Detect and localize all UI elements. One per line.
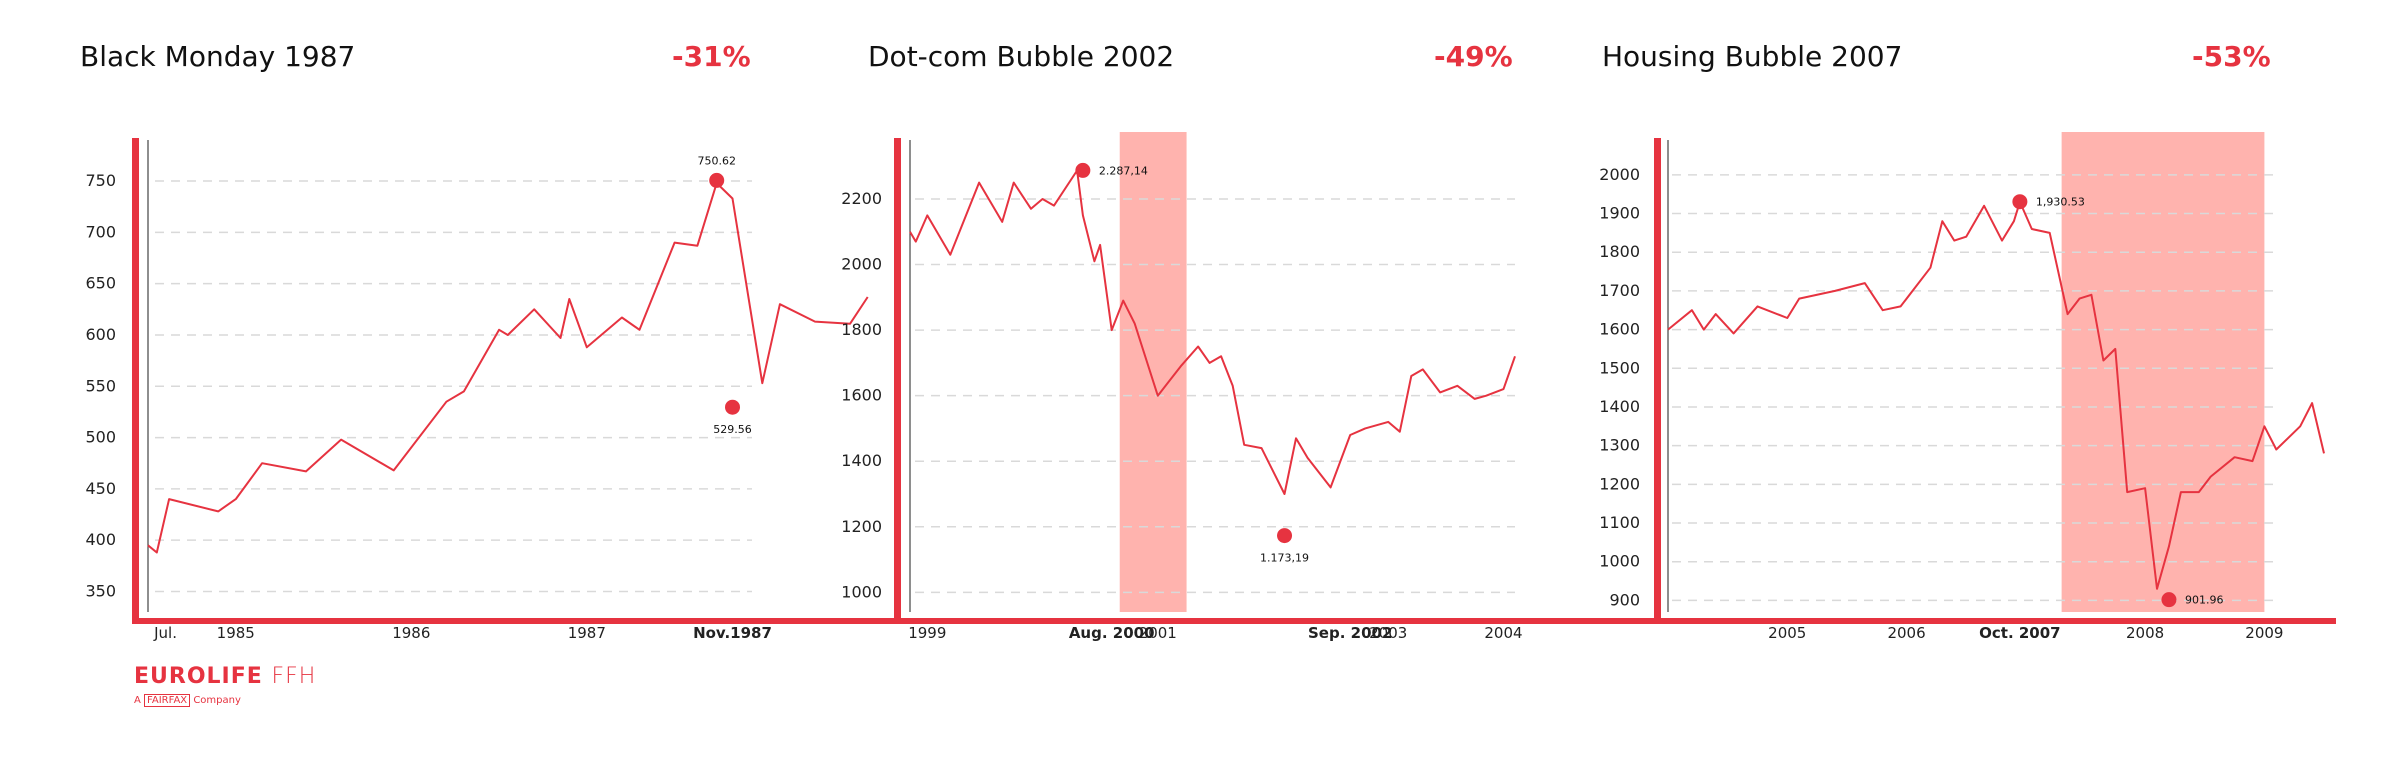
x-tick-label: Aug. 2000	[1069, 624, 1155, 642]
data-point-label: 2.287,14	[1099, 164, 1148, 177]
x-tick-label: 2005	[1768, 624, 1806, 642]
x-axis-bar	[132, 618, 896, 624]
y-tick-label: 1300	[1599, 436, 1640, 455]
data-point-marker	[709, 172, 725, 188]
logo-brand-text: EUROLIFE	[134, 664, 263, 689]
x-tick-label: 1987	[568, 624, 606, 642]
y-tick-label: 1500	[1599, 358, 1640, 377]
y-tick-label: 400	[85, 530, 116, 549]
y-tick-label: 500	[85, 428, 116, 447]
data-point-label: 1,930.53	[2036, 196, 2085, 209]
panel-change: -31%	[672, 40, 751, 73]
y-tick-label: 2000	[841, 255, 882, 274]
series-line	[909, 169, 1516, 495]
y-tick-label: 1700	[1599, 281, 1640, 300]
data-point-label: 529.56	[713, 423, 752, 436]
y-tick-label: 2000	[1599, 165, 1640, 184]
x-tick-label: Nov.1987	[693, 624, 772, 642]
panel-change: -49%	[1434, 40, 1513, 73]
x-tick-label: 2003	[1369, 624, 1407, 642]
y-tick-label: 1400	[841, 451, 882, 470]
x-tick-label: Sep. 2002	[1308, 624, 1392, 642]
logo-sub-box: FAIRFAX	[144, 694, 191, 707]
y-tick-label: 2200	[841, 189, 882, 208]
panel-title: Black Monday 1987	[80, 40, 356, 73]
y-tick-label: 1200	[841, 517, 882, 536]
data-point-marker	[1075, 162, 1091, 178]
data-point-marker	[725, 399, 741, 415]
y-tick-label: 1200	[1599, 474, 1640, 493]
y-axis-bar	[894, 138, 901, 624]
x-tick-label: 2004	[1484, 624, 1522, 642]
logo-sub-post: Company	[193, 695, 241, 706]
y-tick-label: 600	[85, 325, 116, 344]
y-tick-label: 1000	[1599, 552, 1640, 571]
x-tick-label: 2006	[1887, 624, 1925, 642]
series-line	[1667, 200, 2325, 590]
x-tick-label: 1985	[217, 624, 255, 642]
y-axis-bar	[132, 138, 139, 624]
x-tick-label: Jul.	[153, 624, 177, 642]
data-point-marker	[2161, 592, 2177, 608]
data-point-label: 750.62	[697, 154, 736, 167]
y-tick-label: 1600	[1599, 320, 1640, 339]
logo-brand: EUROLIFE FFH	[134, 664, 316, 689]
panel-change: -53%	[2192, 40, 2271, 73]
y-tick-label: 1800	[1599, 242, 1640, 261]
y-tick-label: 1600	[841, 386, 882, 405]
logo-sub-pre: A	[134, 695, 141, 706]
y-tick-label: 1800	[841, 320, 882, 339]
y-tick-label: 1400	[1599, 397, 1640, 416]
data-point-label: 901.96	[2185, 594, 2224, 607]
y-tick-label: 750	[85, 171, 116, 190]
logo-subtitle: A FAIRFAX Company	[134, 694, 316, 707]
x-tick-label: Oct. 2007	[1979, 624, 2060, 642]
x-tick-label: 1999	[908, 624, 946, 642]
crash-period-shade	[2061, 132, 2265, 612]
y-tick-label: 900	[1609, 590, 1640, 609]
data-point-label: 1.173,19	[1260, 552, 1309, 565]
chart-panel-3: 900 1000 1100 1200 1300 1400 1500 1600 1700 1800 1…	[1599, 132, 2336, 642]
y-axis-bar	[1654, 138, 1661, 624]
x-axis-bar	[894, 618, 1656, 624]
panel-title: Dot-com Bubble 2002	[868, 40, 1175, 73]
y-tick-label: 1000	[841, 582, 882, 601]
logo-suffix: FFH	[271, 664, 317, 689]
data-point-marker	[1277, 528, 1293, 544]
x-tick-label: 2001	[1139, 624, 1177, 642]
x-tick-label: 2008	[2126, 624, 2164, 642]
logo: EUROLIFE FFH A FAIRFAX Company	[134, 664, 316, 707]
x-tick-label: 2009	[2245, 624, 2283, 642]
y-tick-label: 700	[85, 222, 116, 241]
y-tick-label: 350	[85, 581, 116, 600]
series-line	[147, 182, 869, 554]
panel-title: Housing Bubble 2007	[1602, 40, 1903, 73]
y-tick-label: 450	[85, 479, 116, 498]
x-tick-label: 1986	[392, 624, 430, 642]
y-tick-label: 650	[85, 274, 116, 293]
y-tick-label: 1100	[1599, 513, 1640, 532]
chart-panel-1: 350 400 450 500 550 600 650 700 750 Jul. 1985 1986 1…	[85, 138, 896, 642]
x-axis-bar	[1654, 618, 2336, 624]
y-tick-label: 1900	[1599, 204, 1640, 223]
chart-panel-2: 1000 1200 1400 1600 1800 2000 2200 1999 Aug. 200…	[841, 132, 1656, 642]
y-tick-label: 550	[85, 376, 116, 395]
data-point-marker	[2012, 194, 2028, 210]
